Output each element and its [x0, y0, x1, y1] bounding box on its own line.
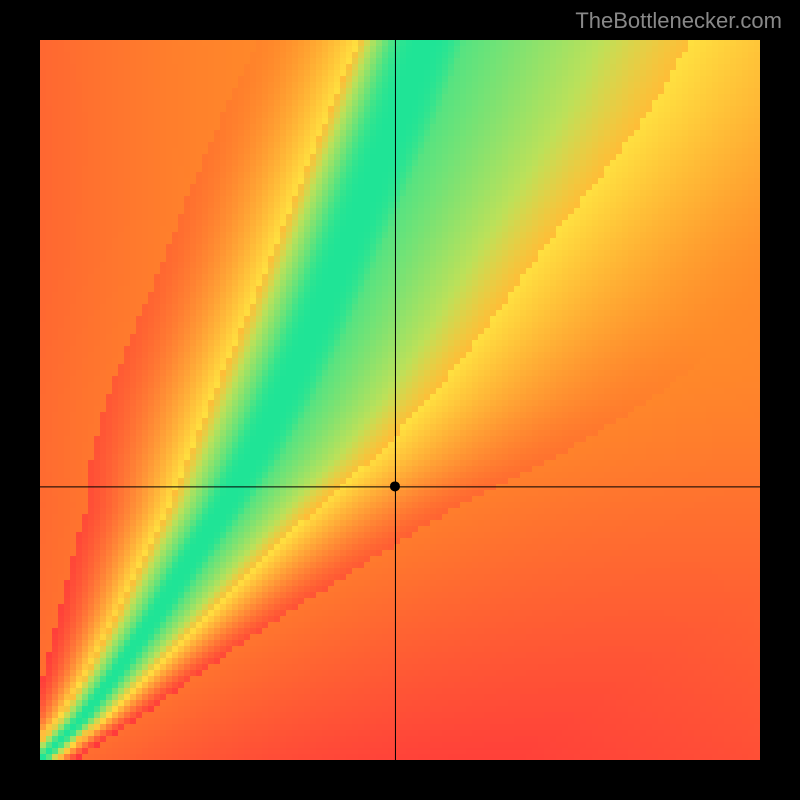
plot-area — [40, 40, 760, 760]
watermark-text: TheBottlenecker.com — [575, 8, 782, 34]
chart-container: TheBottlenecker.com — [0, 0, 800, 800]
heatmap-canvas — [40, 40, 760, 760]
